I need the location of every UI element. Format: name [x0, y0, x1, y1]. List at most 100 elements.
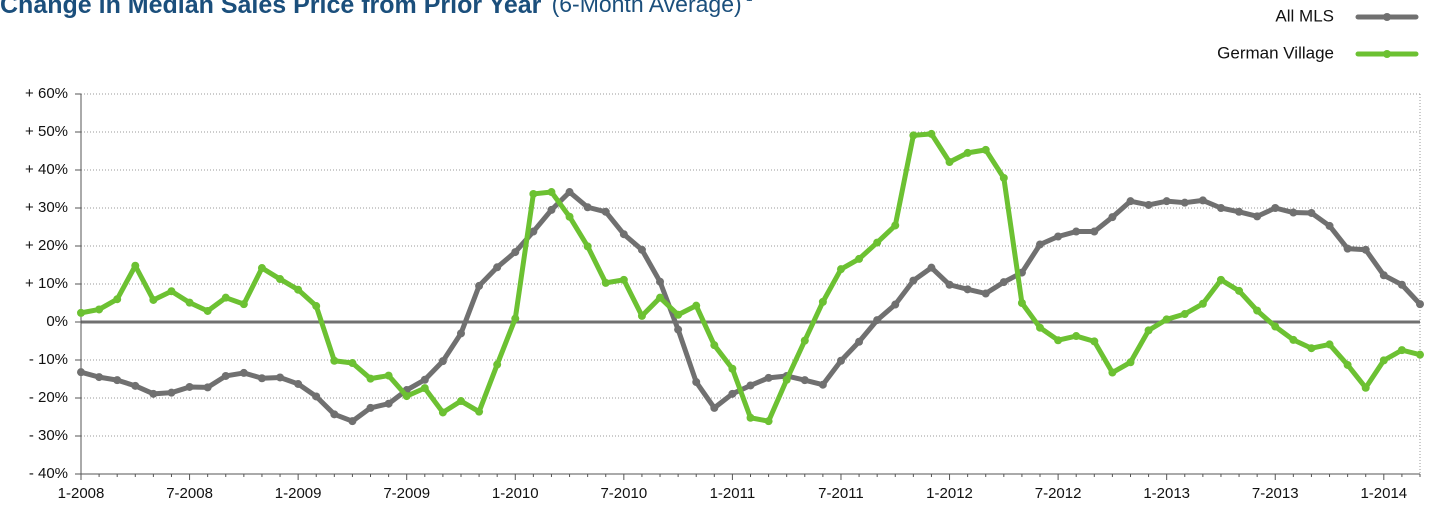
footnote-mark: 1 — [746, 0, 753, 4]
data-point — [800, 376, 809, 385]
data-point — [475, 281, 484, 290]
data-point — [1036, 240, 1045, 249]
data-point — [565, 188, 574, 197]
legend-swatch-dot — [1383, 13, 1391, 21]
data-point — [927, 263, 936, 272]
data-point — [312, 302, 321, 311]
data-point — [909, 131, 918, 140]
data-point — [1090, 337, 1099, 346]
data-point — [782, 375, 791, 384]
data-point — [1416, 350, 1424, 359]
data-point — [493, 263, 502, 272]
data-point — [1054, 232, 1063, 241]
data-point — [836, 265, 845, 274]
data-point — [239, 300, 248, 309]
data-point — [438, 408, 447, 417]
data-point — [637, 245, 646, 254]
data-point — [1054, 336, 1063, 345]
data-point — [348, 417, 357, 426]
data-point — [113, 295, 122, 304]
data-point — [1325, 221, 1334, 230]
data-point — [1325, 340, 1334, 349]
data-point — [1379, 271, 1388, 280]
data-point — [1271, 204, 1280, 212]
data-point — [294, 379, 303, 388]
data-point — [294, 285, 303, 294]
data-point — [981, 289, 990, 298]
chart-title-line: Change in Median Sales Price from Prior … — [0, 0, 753, 19]
data-point — [619, 275, 628, 284]
data-point — [674, 325, 683, 334]
data-point — [1072, 332, 1081, 341]
data-point — [203, 383, 212, 392]
data-point — [1144, 200, 1153, 209]
data-point — [203, 306, 212, 315]
data-point — [746, 413, 755, 422]
data-point — [1162, 315, 1171, 324]
data-point — [1090, 227, 1099, 236]
data-point — [149, 295, 158, 304]
data-point — [1216, 275, 1225, 284]
data-point — [493, 360, 502, 369]
data-point — [674, 310, 683, 319]
data-point — [1416, 300, 1424, 309]
data-point — [529, 227, 538, 236]
data-point — [185, 298, 194, 307]
data-point — [963, 285, 972, 294]
data-point — [601, 207, 610, 216]
data-point — [999, 278, 1008, 287]
data-point — [95, 373, 104, 382]
data-point — [239, 368, 248, 377]
data-point — [619, 230, 628, 239]
data-point — [131, 261, 140, 270]
data-point — [366, 374, 375, 383]
legend-label: All MLS — [1275, 6, 1334, 25]
x-tick-label: 1-2010 — [492, 485, 539, 502]
data-point — [1289, 335, 1298, 344]
data-point — [221, 371, 230, 380]
data-point — [131, 381, 140, 390]
data-point — [511, 248, 520, 257]
data-point — [1307, 344, 1316, 353]
data-point — [1180, 310, 1189, 319]
data-point — [855, 337, 864, 346]
data-point — [529, 189, 538, 198]
data-point — [583, 242, 592, 251]
data-point — [1072, 227, 1081, 236]
data-point — [185, 382, 194, 391]
legend-label: German Village — [1217, 43, 1334, 62]
x-tick-label: 7-2012 — [1035, 485, 1082, 502]
data-point — [728, 389, 737, 398]
y-tick-label: + 20% — [25, 237, 68, 254]
x-tick-label: 1-2011 — [710, 485, 756, 502]
data-point — [945, 280, 954, 289]
data-point — [1343, 244, 1352, 253]
data-point — [656, 277, 665, 286]
data-point — [1253, 212, 1262, 221]
x-tick-label: 7-2009 — [383, 485, 430, 502]
data-point — [547, 188, 556, 197]
data-point — [276, 275, 285, 284]
data-point — [728, 364, 737, 373]
data-point — [1198, 299, 1207, 308]
data-point — [1036, 323, 1045, 332]
data-point — [257, 374, 266, 383]
data-point — [330, 356, 339, 365]
data-point — [927, 129, 936, 138]
y-tick-label: + 40% — [25, 161, 68, 178]
x-tick-label: 7-2011 — [818, 485, 864, 502]
data-point — [692, 378, 701, 387]
data-point — [1307, 208, 1316, 217]
data-point — [77, 368, 85, 377]
data-point — [167, 388, 176, 397]
data-point — [420, 375, 429, 384]
data-point — [95, 305, 104, 314]
data-point — [1271, 322, 1280, 331]
data-point — [167, 287, 176, 296]
data-point — [1108, 213, 1117, 222]
data-point — [1180, 198, 1189, 207]
chart-title: Change in Median Sales Price from Prior … — [0, 0, 542, 19]
x-tick-label: 1-2009 — [275, 485, 322, 502]
data-point — [565, 212, 574, 221]
data-point — [891, 221, 900, 230]
